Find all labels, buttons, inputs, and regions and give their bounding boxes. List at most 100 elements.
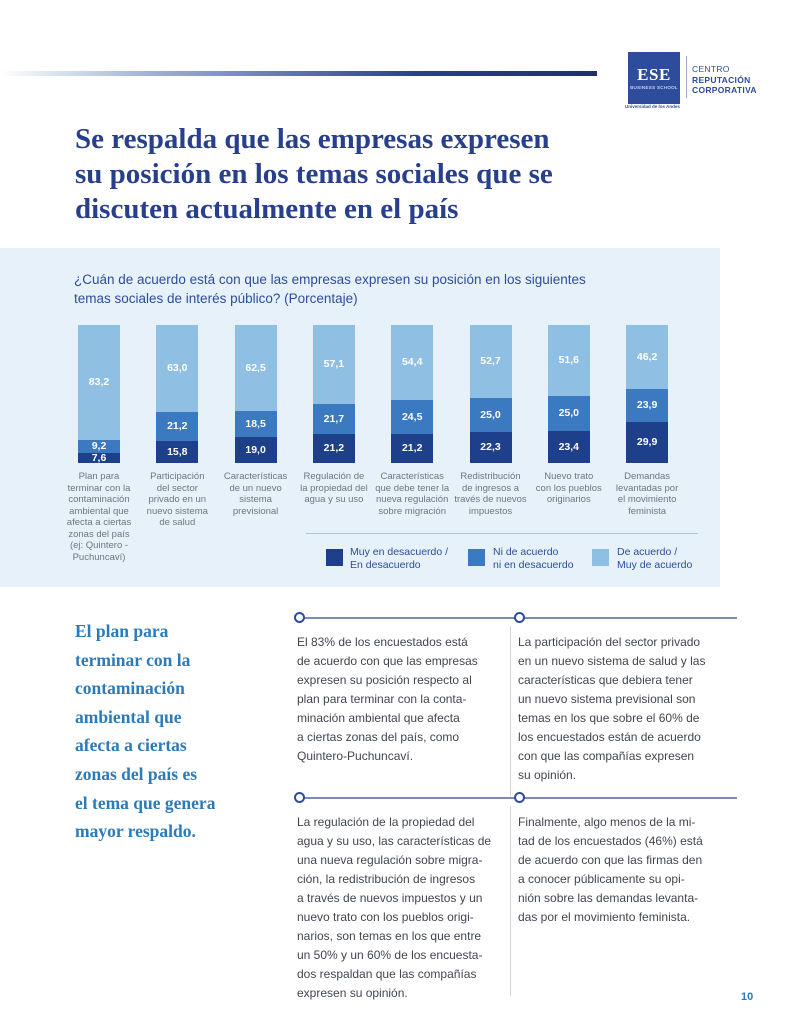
bar-6-neutral-label: 25,0	[480, 408, 501, 421]
category-label-5: Características que debe tener la nueva re…	[371, 471, 453, 517]
bar-3-neutral-label: 18,5	[245, 417, 266, 430]
logo-business-school-text: BUSINESS SCHOOL	[630, 85, 678, 90]
bar-6-neutral: 25,0	[469, 397, 512, 433]
category-label-1-line-8: Puchuncaví)	[72, 551, 126, 563]
paragraph-contaminacion-line-3: expresen su posición respecto al	[297, 673, 472, 687]
category-label-2-line-3: privado en un	[148, 494, 207, 505]
paragraph-regulacion: La regulación de la propiedad del agua y …	[297, 813, 502, 1003]
category-label-8-line-4: feminista	[628, 505, 667, 517]
category-label-8-line-3: el movimiento	[617, 494, 677, 505]
bar-6-disagree: 22,3	[469, 432, 512, 463]
paragraph-feminista-line-2: tad de los encuestados (46%) está	[518, 834, 703, 848]
bar-2-disagree: 15,8	[156, 441, 199, 463]
paragraph-feminista-line-3: de acuerdo con que las firmas den	[518, 853, 703, 867]
category-label-4-line-3: agua y su uso	[304, 494, 364, 505]
category-label-1-line-4: ambiental que	[69, 505, 129, 517]
category-label-3-line-1: Características	[223, 471, 288, 482]
category-label-3-line-2: de un nuevo	[229, 482, 282, 494]
paragraph-regulacion-line-1: La regulación de la propiedad del	[297, 815, 475, 829]
bar-2-neutral: 21,2	[156, 411, 199, 442]
legend-label-agree: De acuerdo / Muy de acuerdo	[617, 546, 692, 572]
legend-label-agree-line-1: De acuerdo /	[617, 546, 678, 558]
bar-7-disagree: 23,4	[547, 430, 590, 463]
bar-7-neutral-label: 25,0	[558, 407, 580, 420]
category-label-6-line-2: de ingresos a	[461, 482, 520, 494]
paragraph-feminista-line-4: a conocer públicamente su opi-	[518, 872, 685, 886]
paragraph-contaminacion-line-4: plan para terminar con la conta-	[297, 692, 467, 706]
bar-5-agree-label: 54,4	[401, 356, 423, 369]
paragraph-regulacion-line-3: una nueva regulación sobre migra-	[297, 853, 483, 867]
category-label-5-line-4: sobre migración	[378, 505, 446, 517]
bar-3-disagree: 19,0	[234, 436, 277, 463]
centro-line-3: CORPORATIVA	[692, 85, 757, 95]
chart-question-line-2: temas sociales de interés público? (Porc…	[74, 291, 358, 306]
category-label-7: Nuevo trato con los pueblos originarios	[528, 471, 610, 506]
paragraph-sector-privado-line-8: su opinión.	[518, 768, 577, 782]
category-label-3: Características de un nuevo sistema previsi…	[215, 471, 297, 517]
paragraph-sector-privado-line-2: en un nuevo sistema de salud y las	[518, 654, 706, 668]
page-title: Se respalda que las empresas expresen su…	[75, 122, 635, 227]
ese-logo: ESE BUSINESS SCHOOL	[628, 52, 680, 104]
bar-3-agree: 62,5	[234, 325, 277, 412]
bar-7-disagree-label: 23,4	[558, 440, 580, 453]
bar-7-agree-label: 51,6	[558, 354, 580, 367]
bar-1-neutral-label: 9,2	[91, 439, 107, 452]
paragraph-regulacion-line-4: ción, la redistribución de ingresos	[297, 872, 476, 886]
pull-quote-line-3: contaminación	[75, 678, 185, 699]
paragraph-regulacion-line-9: dos respaldan que las compañías	[297, 967, 477, 981]
bar-6-disagree-label: 22,3	[480, 441, 501, 454]
paragraph-feminista: Finalmente, algo menos de la mi-tad de l…	[518, 813, 723, 927]
paragraph-feminista-line-6: das por el movimiento feminista.	[518, 910, 691, 924]
paragraph-regulacion-line-8: un 50% y un 60% de los encuesta-	[297, 948, 483, 962]
pull-quote-line-8: mayor respaldo.	[75, 821, 196, 842]
paragraph-sector-privado-line-3: características que debiera tener	[518, 673, 693, 687]
legend-label-agree-line-2: Muy de acuerdo	[617, 559, 693, 571]
bar-1-neutral: 9,2	[78, 439, 120, 453]
paragraph-contaminacion-line-1: El 83% de los encuestados está	[297, 635, 468, 649]
bar-8-disagree-label: 29,9	[636, 436, 658, 449]
category-label-7-line-1: Nuevo trato	[544, 471, 594, 482]
category-label-6-line-1: Redistribución	[460, 471, 521, 482]
paragraph-sector-privado-line-1: La participación del sector privado	[518, 635, 701, 649]
bar-8-disagree: 29,9	[626, 421, 669, 463]
bar-3-agree-label: 62,5	[245, 361, 266, 374]
category-label-6-line-4: impuestos	[468, 505, 513, 517]
timeline-dot-2	[514, 612, 525, 623]
pull-quote-line-6: zonas del país es	[75, 763, 198, 784]
bar-2-agree: 63,0	[156, 325, 199, 412]
pull-quote-line-5: afecta a ciertas	[75, 735, 187, 756]
category-label-8-line-2: levantadas por	[615, 482, 679, 494]
bar-6-agree-label: 52,7	[480, 355, 501, 368]
page-title-line-1: Se respalda que las empresas expresen	[75, 123, 550, 155]
paragraph-sector-privado-line-4: un nuevo sistema previsional son	[518, 692, 696, 706]
bar-3-neutral: 18,5	[234, 411, 277, 437]
column-divider-top	[510, 626, 511, 796]
paragraph-regulacion-line-2: agua y su uso, las características de	[297, 834, 492, 848]
legend-divider	[306, 533, 698, 534]
centro-reputacion-label: CENTRO REPUTACIÓN CORPORATIVA	[692, 64, 757, 96]
category-label-4-line-2: la propiedad del	[300, 482, 368, 494]
category-label-1: Plan para terminar con la contaminación amb…	[58, 471, 140, 563]
paragraph-contaminacion-line-6: a ciertas zonas del país, como	[297, 730, 460, 744]
bar-1-agree-label: 83,2	[88, 376, 110, 389]
legend-label-disagree-line-1: Muy en desacuerdo /	[350, 546, 449, 558]
bar-7-agree: 51,6	[547, 325, 590, 397]
category-label-1-line-6: zonas del país	[68, 528, 130, 540]
bar-4-neutral: 21,7	[312, 403, 355, 434]
bar-5-disagree: 21,2	[391, 433, 434, 463]
bar-2-neutral-label: 21,2	[167, 420, 188, 433]
column-divider-bottom	[510, 806, 511, 996]
header-rule	[0, 71, 597, 76]
category-label-5-line-1: Características	[380, 471, 444, 482]
legend-swatch-disagree	[326, 549, 343, 566]
category-label-4: Regulación de la propiedad del agua y su u…	[293, 471, 375, 506]
category-label-6: Redistribución de ingresos a través de nue…	[450, 471, 532, 517]
category-label-2-line-4: nuevo sistema	[146, 505, 208, 517]
paragraph-contaminacion-line-7: Quintero-Puchuncaví.	[297, 749, 414, 763]
paragraph-sector-privado-line-5: temas en los que sobre el 60% de	[518, 711, 700, 725]
bar-5-disagree-label: 21,2	[401, 442, 423, 455]
paragraph-regulacion-line-7: narios, son temas en los que entre	[297, 929, 482, 943]
legend-label-neutral-line-1: Ni de acuerdo	[493, 546, 559, 558]
chart-question-line-1: ¿Cuán de acuerdo está con que las empres…	[74, 272, 586, 287]
legend-swatch-agree	[592, 549, 609, 566]
